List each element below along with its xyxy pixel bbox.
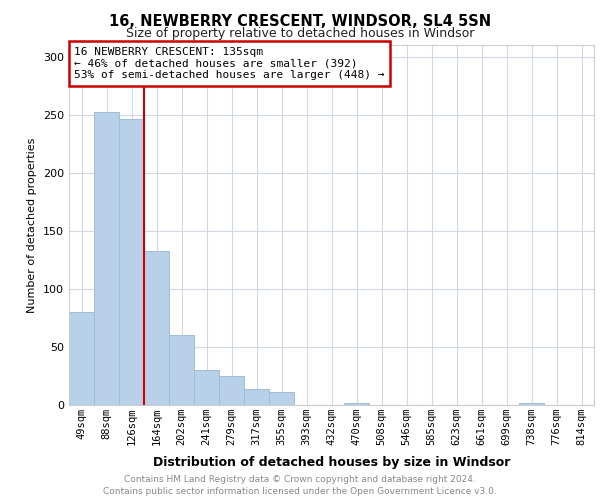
Text: 16, NEWBERRY CRESCENT, WINDSOR, SL4 5SN: 16, NEWBERRY CRESCENT, WINDSOR, SL4 5SN xyxy=(109,14,491,29)
Bar xyxy=(194,370,219,405)
Bar xyxy=(144,250,169,405)
Text: Contains HM Land Registry data © Crown copyright and database right 2024.
Contai: Contains HM Land Registry data © Crown c… xyxy=(103,474,497,496)
Bar xyxy=(244,388,269,405)
Bar xyxy=(344,402,369,405)
Text: Size of property relative to detached houses in Windsor: Size of property relative to detached ho… xyxy=(126,28,474,40)
Bar xyxy=(69,312,94,405)
Bar xyxy=(519,402,544,405)
Bar xyxy=(94,112,119,405)
Text: 16 NEWBERRY CRESCENT: 135sqm
← 46% of detached houses are smaller (392)
53% of s: 16 NEWBERRY CRESCENT: 135sqm ← 46% of de… xyxy=(74,47,385,80)
X-axis label: Distribution of detached houses by size in Windsor: Distribution of detached houses by size … xyxy=(153,456,510,469)
Y-axis label: Number of detached properties: Number of detached properties xyxy=(28,138,37,312)
Bar xyxy=(169,336,194,405)
Bar xyxy=(219,376,244,405)
Bar xyxy=(269,392,294,405)
Bar xyxy=(119,120,144,405)
